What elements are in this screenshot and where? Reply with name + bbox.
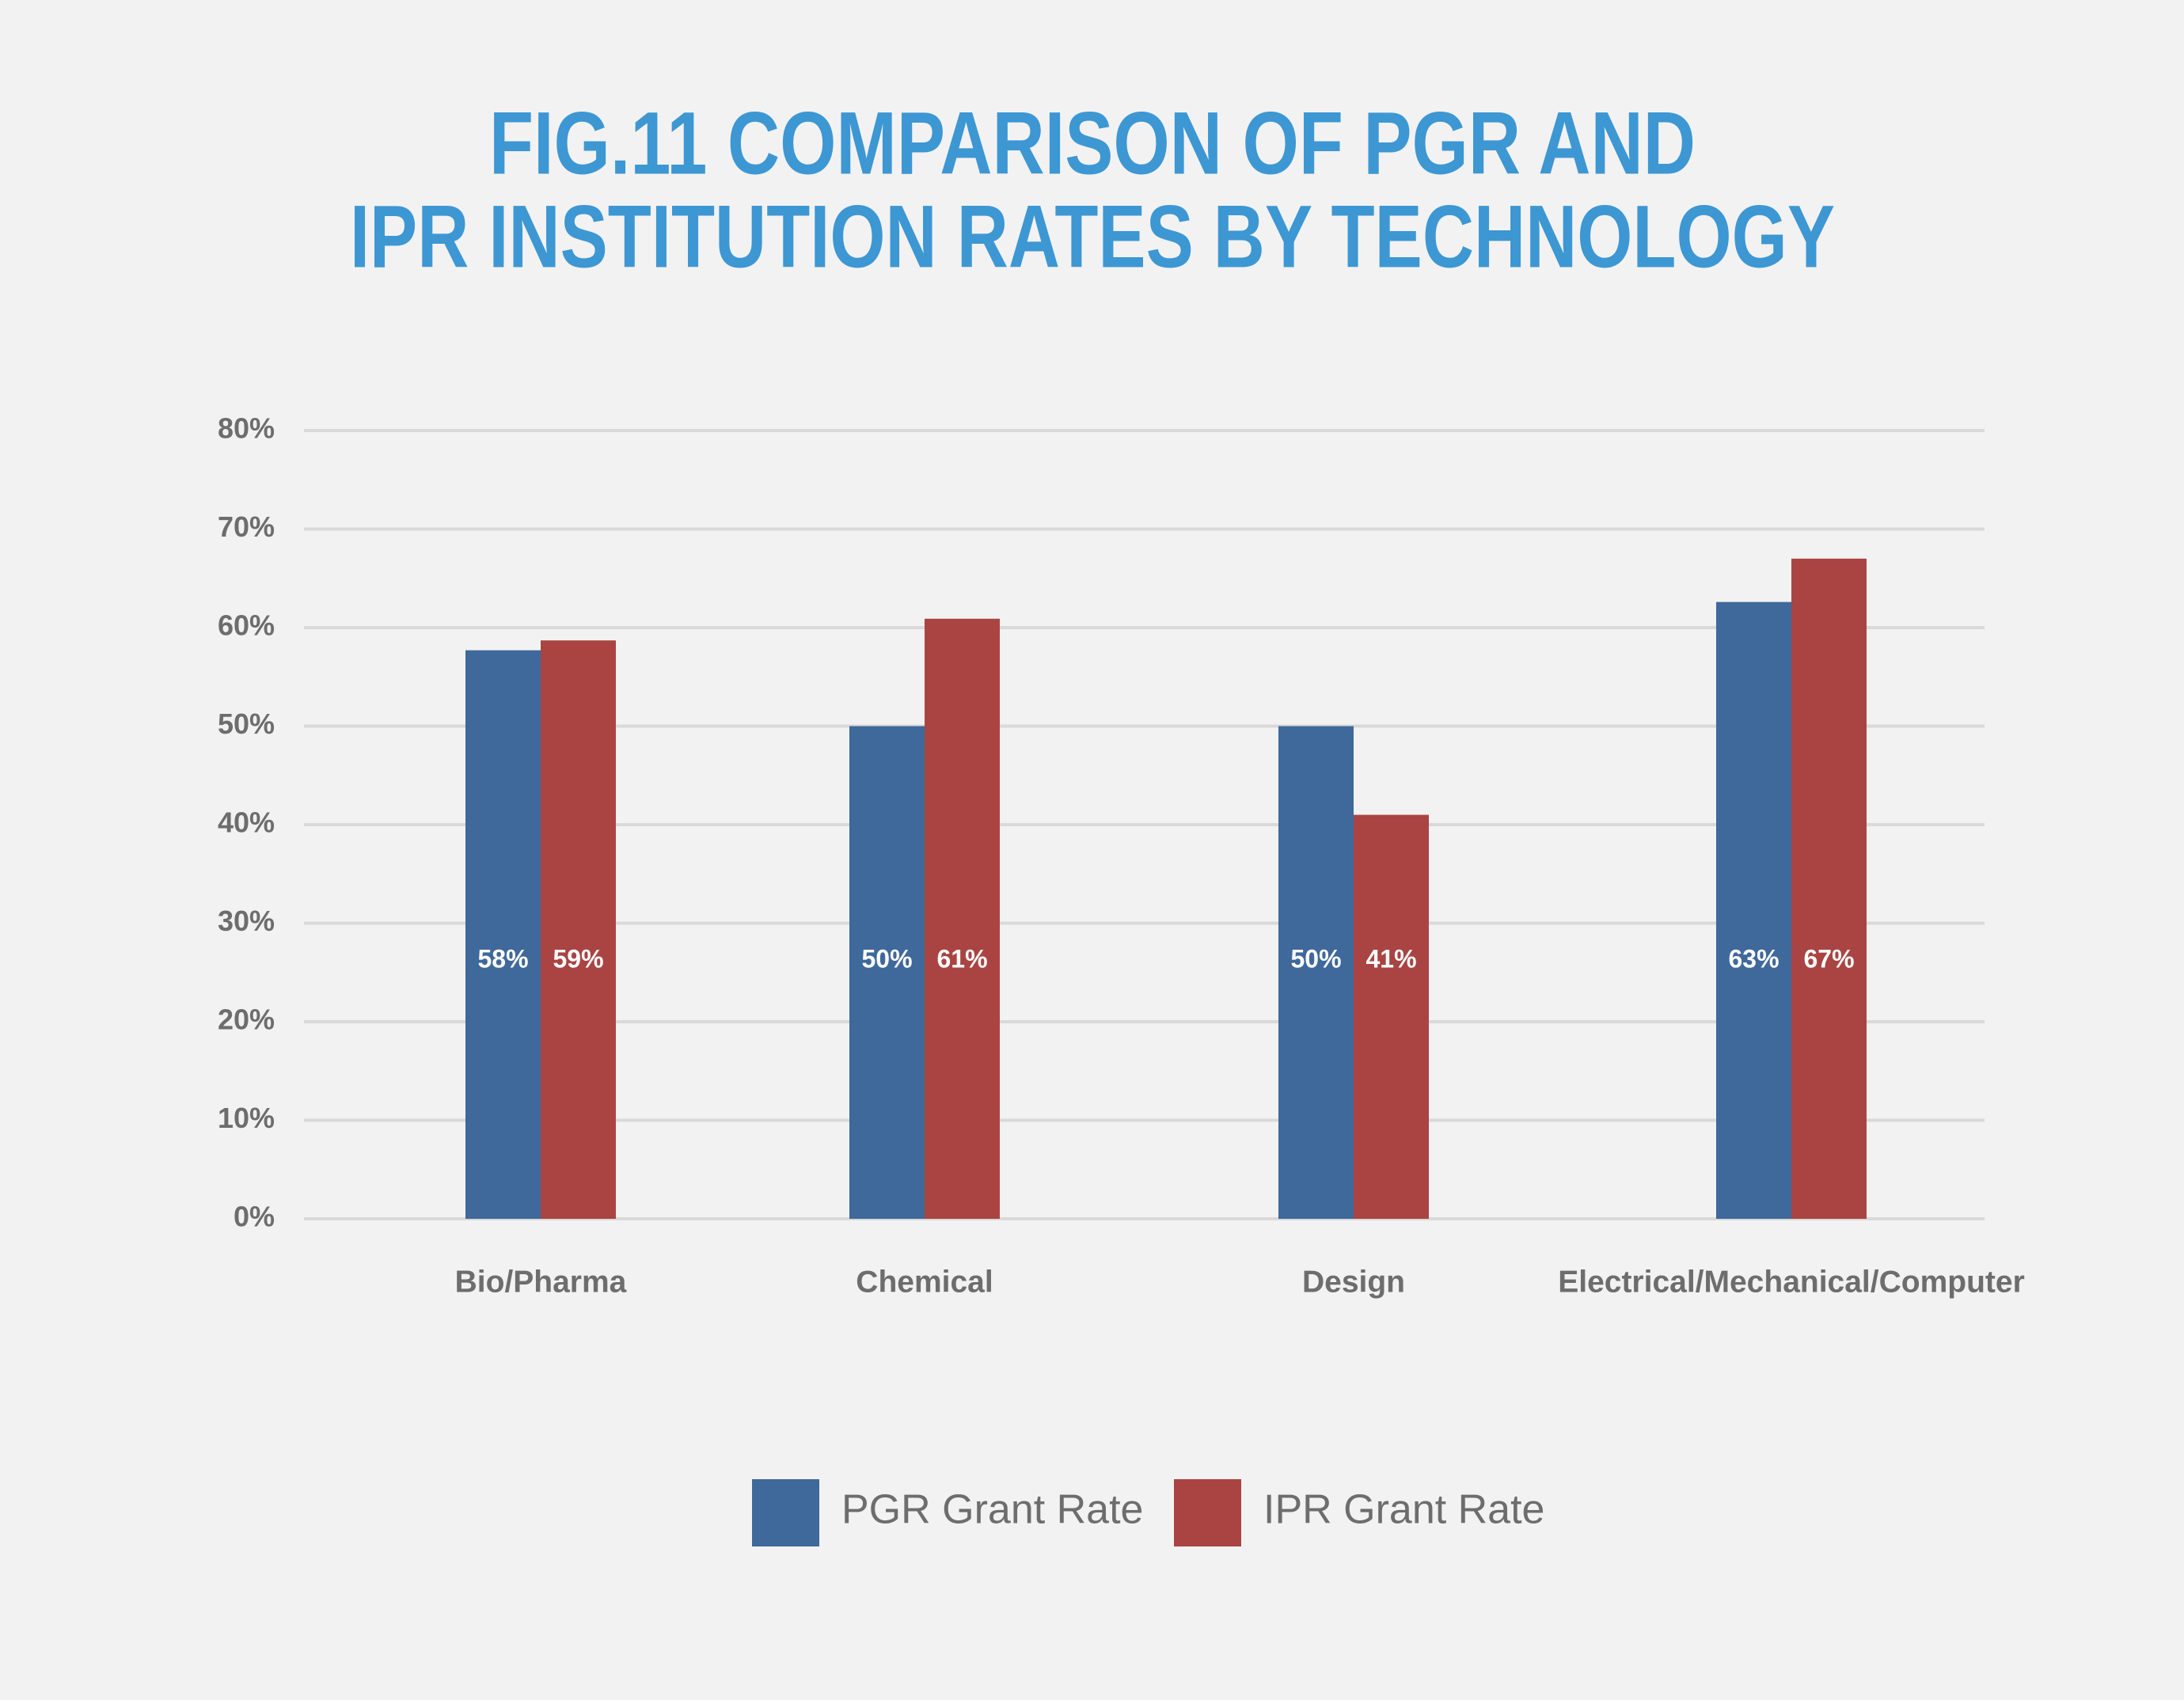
x-tick-label: Design [1302,1265,1405,1299]
legend-label: PGR Grant Rate [841,1487,1143,1533]
y-tick-label: 20% [218,1004,275,1036]
y-tick-label: 0% [234,1201,275,1233]
x-tick-label: Bio/Pharma [455,1265,627,1299]
data-label: 59% [553,944,603,973]
legend-swatch [752,1479,819,1546]
data-label: 41% [1365,944,1416,973]
data-label: 58% [477,944,528,973]
chart-title: IPR INSTITUTION RATES BY TECHNOLOGY [350,188,1835,286]
bar [465,650,541,1219]
y-tick-label: 70% [218,510,275,543]
data-label: 67% [1803,944,1854,973]
y-tick-label: 50% [218,708,275,740]
data-label: 61% [936,944,987,973]
bar [925,618,1000,1219]
bar [1354,814,1429,1219]
data-label: 63% [1728,944,1779,973]
data-label: 50% [861,944,912,973]
y-tick-label: 80% [218,412,275,445]
y-tick-label: 30% [218,905,275,937]
x-tick-label: Electrical/Mechanical/Computer [1558,1265,2025,1299]
legend-label: IPR Grant Rate [1263,1487,1544,1533]
bar [1278,726,1354,1219]
legend-swatch [1174,1479,1241,1546]
chart-title: FIG.11 COMPARISON OF PGR AND [489,94,1696,193]
data-label: 50% [1290,944,1341,973]
bar [1791,558,1867,1219]
bar [1716,601,1791,1219]
bar [541,640,616,1219]
x-tick-label: Chemical [856,1265,993,1299]
y-tick-label: 10% [218,1102,275,1134]
bar [849,726,925,1219]
y-tick-label: 40% [218,806,275,839]
y-tick-label: 60% [218,609,275,642]
